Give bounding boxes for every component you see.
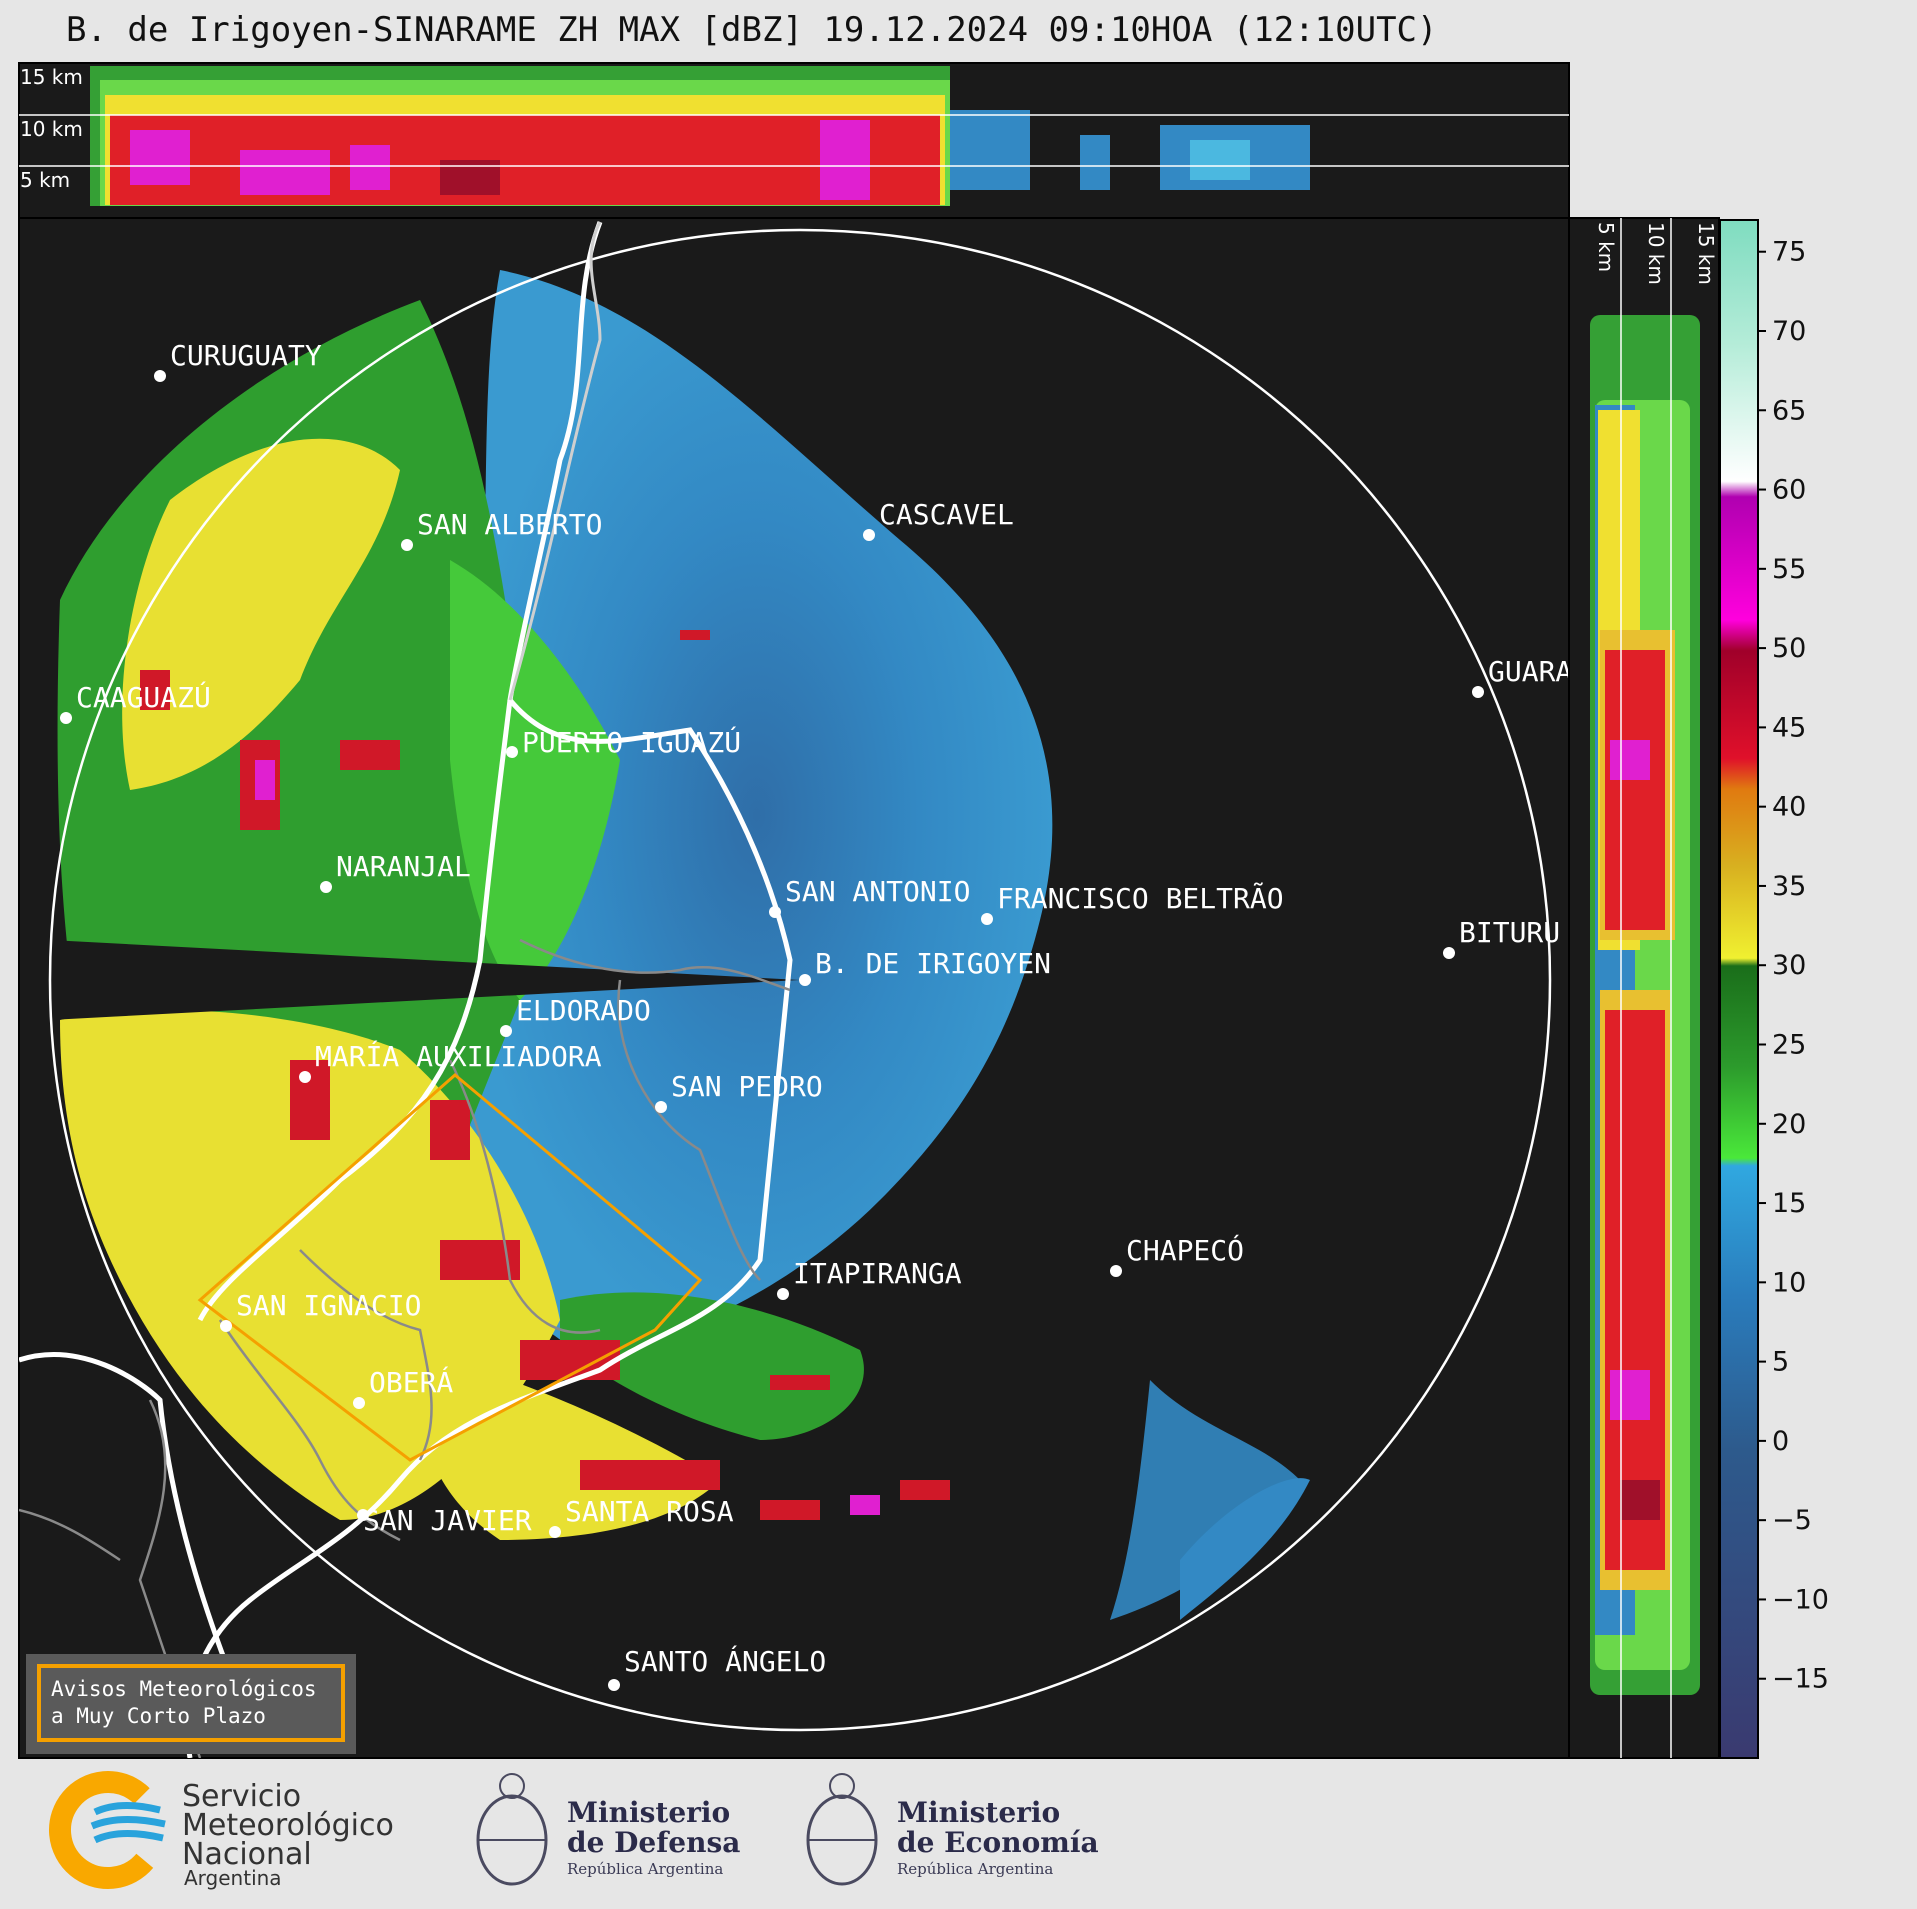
colorbar-scale bbox=[1719, 219, 1759, 1759]
smn-line-1: Servicio bbox=[182, 1779, 301, 1814]
colorbar-tick-label: 65 bbox=[1772, 395, 1806, 426]
city-label: SAN JAVIER bbox=[363, 1504, 532, 1537]
aviso-line-1: Avisos Meteorológicos bbox=[51, 1677, 317, 1701]
colorbar-tick-label: 50 bbox=[1772, 633, 1806, 664]
smn-line-2: Meteorológico bbox=[182, 1808, 394, 1843]
echo-cores bbox=[140, 630, 950, 1520]
colorbar-tick-label: 20 bbox=[1772, 1109, 1806, 1140]
city-label: PUERTO IGUAZÚ bbox=[522, 725, 741, 759]
defensa-line-2: de Defensa bbox=[567, 1826, 740, 1859]
city-label: FRANCISCO BELTRÃO bbox=[997, 882, 1284, 915]
aviso-box[interactable]: Avisos Meteorológicos a Muy Corto Plazo bbox=[26, 1654, 356, 1754]
range-ring bbox=[48, 228, 1552, 1732]
side-alt-label-15: 15 km bbox=[1694, 222, 1718, 285]
echo-field-yellow-north bbox=[122, 438, 400, 790]
city-label: CAAGUAZÚ bbox=[76, 680, 211, 714]
radar-map: CURUGUATY SAN ALBERTO CASCAVEL CAAGUAZÚ … bbox=[18, 217, 1572, 1759]
colorbar-tick-label: 25 bbox=[1772, 1029, 1806, 1060]
warning-polygon bbox=[197, 1073, 703, 1462]
side-cross-section: 5 km 10 km 15 km bbox=[1568, 217, 1720, 1759]
city-label: SANTO ÁNGELO bbox=[624, 1644, 826, 1678]
colorbar-tick-label: 5 bbox=[1772, 1347, 1789, 1378]
smn-logo: Servicio Meteorológico Nacional Argentin… bbox=[49, 1771, 394, 1890]
economia-line-2: de Economía bbox=[897, 1826, 1099, 1859]
top-cross-section: 15 km 10 km 5 km bbox=[18, 62, 1570, 219]
city-label: SAN ANTONIO bbox=[785, 875, 970, 908]
city-label: ITAPIRANGA bbox=[793, 1257, 962, 1290]
border-line bbox=[185, 221, 793, 1758]
city-label: NARANJAL bbox=[336, 850, 471, 883]
city-label: CHAPECÓ bbox=[1126, 1233, 1244, 1267]
economia-logo: Ministerio de Economía República Argenti… bbox=[806, 1773, 1099, 1886]
colorbar-tick-label: 0 bbox=[1772, 1426, 1789, 1457]
smn-line-3: Nacional bbox=[182, 1837, 312, 1872]
city-label: CURUGUATY bbox=[170, 339, 322, 372]
city-label: SAN IGNACIO bbox=[236, 1289, 421, 1322]
map-title: B. de Irigoyen-SINARAME ZH MAX [dBZ] 19.… bbox=[66, 10, 1438, 50]
colorbar-tick-label: 75 bbox=[1772, 237, 1806, 268]
colorbar-tick-label: 40 bbox=[1772, 792, 1806, 823]
defensa-logo: Ministerio de Defensa República Argentin… bbox=[476, 1773, 740, 1886]
city-markers: CURUGUATY SAN ALBERTO CASCAVEL CAAGUAZÚ … bbox=[60, 339, 1572, 1691]
colorbar-tick-label: 35 bbox=[1772, 871, 1806, 902]
colorbar-tick-label: 10 bbox=[1772, 1267, 1806, 1298]
city-label: BITURU bbox=[1459, 916, 1560, 949]
city-label: B. DE IRIGOYEN bbox=[815, 947, 1051, 980]
colorbar-tick-label: 45 bbox=[1772, 712, 1806, 743]
aviso-line-2: a Muy Corto Plazo bbox=[51, 1704, 266, 1728]
city-label: CASCAVEL bbox=[879, 498, 1014, 531]
city-label: MARÍA AUXILIADORA bbox=[315, 1039, 602, 1073]
colorbar-tick-label: −10 bbox=[1772, 1584, 1829, 1615]
city-label: SAN ALBERTO bbox=[417, 508, 602, 541]
blind-sector bbox=[50, 940, 800, 1020]
city-label: GUARA bbox=[1488, 655, 1572, 688]
colorbar-tick-label: 30 bbox=[1772, 950, 1806, 981]
smn-line-4: Argentina bbox=[184, 1866, 282, 1890]
defensa-line-3: República Argentina bbox=[567, 1860, 723, 1878]
top-alt-label-15: 15 km bbox=[20, 65, 83, 89]
echo-field-blue bbox=[461, 270, 1053, 1360]
top-alt-label-10: 10 km bbox=[20, 117, 83, 141]
colorbar-tick-label: 60 bbox=[1772, 475, 1806, 506]
side-alt-label-5: 5 km bbox=[1594, 222, 1618, 272]
colorbar-tick-label: −15 bbox=[1772, 1664, 1829, 1695]
colorbar-tick-label: 55 bbox=[1772, 554, 1806, 585]
city-label: OBERÁ bbox=[369, 1365, 453, 1399]
city-label: SANTA ROSA bbox=[565, 1495, 734, 1528]
city-label: SAN PEDRO bbox=[671, 1070, 823, 1103]
city-label: ELDORADO bbox=[516, 994, 651, 1027]
colorbar-tick-label: 70 bbox=[1772, 316, 1806, 347]
top-alt-label-5: 5 km bbox=[20, 168, 70, 192]
economia-line-3: República Argentina bbox=[897, 1860, 1053, 1878]
defensa-line-1: Ministerio bbox=[567, 1796, 730, 1829]
side-alt-label-10: 10 km bbox=[1644, 222, 1668, 285]
economia-line-1: Ministerio bbox=[897, 1796, 1060, 1829]
colorbar-tick-label: −5 bbox=[1772, 1505, 1812, 1536]
colorbar-tick-label: 15 bbox=[1772, 1188, 1806, 1219]
